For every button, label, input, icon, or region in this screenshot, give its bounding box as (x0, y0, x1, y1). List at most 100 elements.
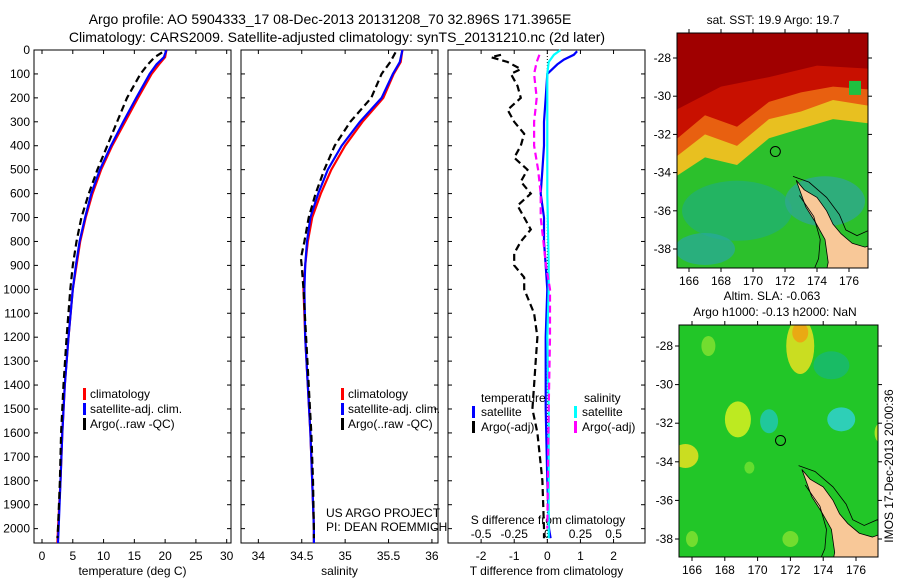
maps: 166 168 170 172 174 176 -28 -30 -32 -34 -36 -38 sat.… (654, 13, 882, 577)
depth-tick-label: 400 (10, 139, 30, 153)
bathymetry-contour (804, 484, 827, 557)
project-annotation: US ARGO PROJECT (326, 506, 441, 520)
x-tick-label: -1 (509, 549, 520, 563)
depth-tick-label: 1100 (4, 306, 30, 320)
difference-panel: -2 -1 0 1 2T difference from climatology -0.5… (447, 49, 646, 578)
legend-label: Argo(..raw -QC) (348, 417, 433, 431)
legend-swatch (83, 418, 86, 430)
x-tick-label: 2 (610, 549, 617, 563)
argo-float-position-marker (769, 146, 781, 158)
depth-tick-label: 2000 (3, 522, 30, 536)
project-annotation: PI: DEAN ROEMMICH (326, 520, 447, 534)
lat-tick-label: -34 (656, 455, 674, 469)
sla-anomaly-patch (874, 423, 878, 442)
x-tick-label: 35 (338, 549, 352, 563)
sla-anomaly-patch (827, 407, 856, 432)
x-tick-label: 30 (220, 549, 234, 563)
depth-tick-label: 100 (10, 67, 30, 81)
argo-float-position-marker (775, 434, 787, 446)
series-line-argo-raw-qc- (299, 51, 397, 539)
x-tick-label: 20 (158, 549, 172, 563)
x-tick-label: 0 (544, 549, 551, 563)
lon-tick-label: 170 (748, 563, 768, 577)
series-line-satellite-adj-clim- (56, 49, 168, 544)
land-new-zealand (795, 179, 868, 268)
depth-tick-label: 300 (10, 115, 30, 129)
series-line-t-argo-adj- (486, 53, 546, 539)
s-tick-label: 0.5 (605, 527, 622, 541)
depth-tick-label: 1300 (3, 354, 30, 368)
legend-label: climatology (90, 387, 150, 401)
legend-swatch (83, 388, 86, 400)
sst-cool-patch (677, 233, 735, 265)
x-axis-label: salinity (321, 564, 358, 578)
lat-tick-label: -36 (656, 493, 674, 507)
lon-tick-label: 172 (775, 274, 795, 288)
profile-plots: 0100200300400500600700800900100011001200… (3, 43, 646, 578)
legend-swatch (574, 406, 577, 418)
lon-tick-label: 176 (839, 274, 859, 288)
sla-map: 166 168 170 172 174 176 -28 -30 -32 -34 -36 -38 Alti… (656, 289, 882, 577)
figure-title-line1: Argo profile: AO 5904333_17 08-Dec-2013 … (89, 11, 572, 27)
sst-green-patch (849, 80, 861, 95)
lat-tick-label: -28 (656, 339, 674, 353)
depth-tick-label: 700 (10, 211, 30, 225)
legend-label: satellite-adj. clim. (348, 402, 440, 416)
lon-tick-label: 174 (813, 563, 833, 577)
sla-anomaly-patch (813, 351, 850, 380)
lon-tick-label: 170 (743, 274, 763, 288)
sla-anomaly-patch (760, 409, 779, 434)
legend-swatch (472, 421, 475, 433)
sst-map-title: sat. SST: 19.9 Argo: 19.7 (707, 13, 840, 27)
legend-swatch (341, 418, 344, 430)
lat-tick-label: -38 (654, 242, 672, 256)
map-frame (678, 324, 879, 558)
lon-tick-label: 174 (807, 274, 827, 288)
temperature-axes-box (33, 49, 232, 544)
legend-swatch (83, 403, 86, 415)
land-new-zealand (801, 469, 878, 557)
lat-tick-label: -32 (656, 416, 674, 430)
lat-tick-label: -30 (654, 89, 672, 103)
legend-label: Argo(-adj) (481, 420, 534, 434)
series-line-t-satellite (539, 50, 578, 539)
lon-tick-label: 176 (846, 563, 866, 577)
x-axis-label: T difference from climatology (470, 564, 624, 578)
legend-label: climatology (348, 387, 408, 401)
legend-swatch (341, 403, 344, 415)
salinity-axes-box (240, 49, 439, 544)
legend-label: satellite (481, 405, 522, 419)
temperature-panel: 0100200300400500600700800900100011001200… (3, 43, 233, 578)
map-field (679, 325, 878, 557)
depth-tick-label: 0 (23, 43, 30, 57)
sla-map-subtitle: Argo h1000: -0.13 h2000: NaN (693, 305, 856, 319)
legend-label: satellite (582, 405, 623, 419)
depth-tick-label: 1200 (3, 330, 30, 344)
figure-title-line2: Climatology: CARS2009. Satellite-adjuste… (69, 29, 605, 45)
sla-field-background (679, 325, 878, 557)
legend-salinity-title: salinity (584, 391, 621, 405)
lon-tick-label: 168 (715, 563, 735, 577)
legend-swatch (341, 388, 344, 400)
sla-anomaly-patch (782, 531, 799, 547)
x-tick-label: 5 (69, 549, 76, 563)
s-tick-label: 0 (544, 527, 551, 541)
sla-anomaly-patch (724, 401, 751, 438)
x-tick-label: 36 (425, 549, 439, 563)
sla-anomaly-patch (686, 531, 698, 547)
s-tick-label: -0.25 (501, 527, 529, 541)
lat-tick-label: -36 (654, 204, 672, 218)
depth-tick-label: 1600 (3, 426, 30, 440)
depth-tick-label: 1500 (3, 402, 30, 416)
depth-tick-label: 1900 (3, 498, 30, 512)
legend-label: satellite-adj. clim. (90, 402, 182, 416)
x-tick-label: 1 (577, 549, 584, 563)
depth-tick-label: 200 (10, 91, 30, 105)
map-field (677, 33, 868, 268)
bathymetry-contour (798, 465, 878, 526)
salinity-panel: 34 34.5 35 35.5 36 salinity climatologysatelli… (240, 49, 447, 578)
depth-tick-label: 900 (10, 258, 30, 272)
sla-map-title: Altim. SLA: -0.063 (724, 289, 821, 303)
x-tick-label: -2 (476, 549, 487, 563)
